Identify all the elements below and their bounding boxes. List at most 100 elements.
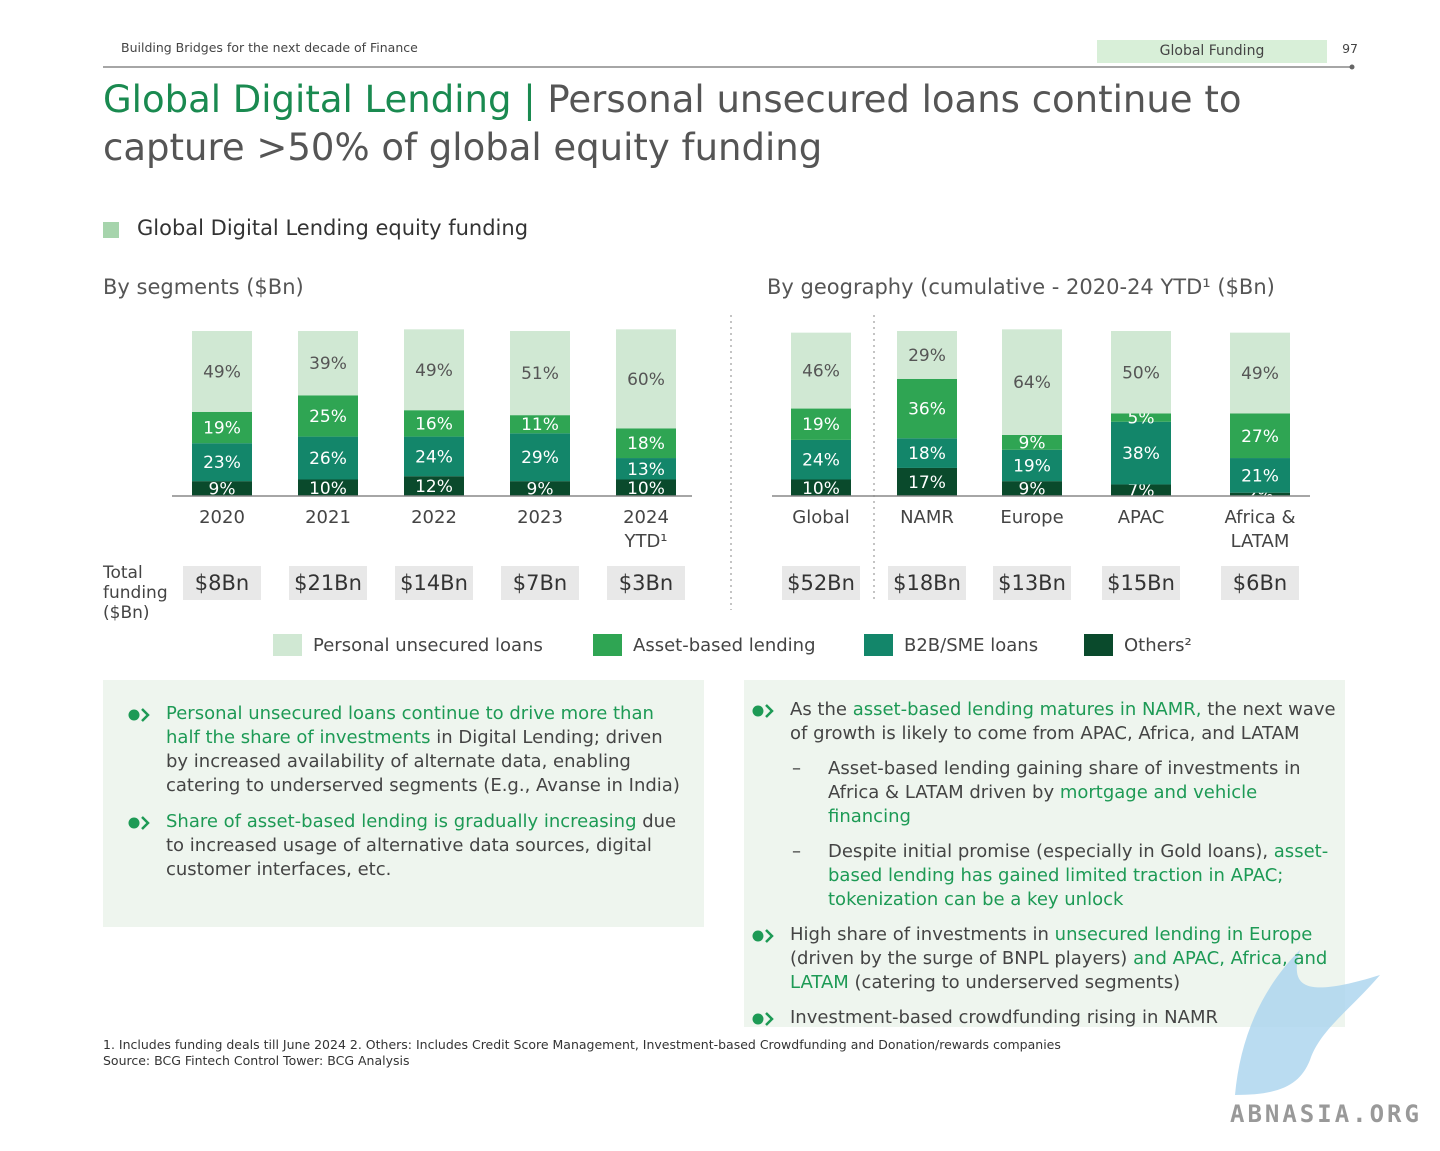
note-text: High share of investments in — [790, 924, 1055, 945]
data-label: 39% — [309, 354, 347, 374]
note-text: unsecured lending in Europe — [1054, 924, 1313, 945]
note: High share of investments in unsecured l… — [752, 923, 1340, 995]
bullet-dot — [128, 709, 140, 721]
data-label: 49% — [203, 362, 241, 382]
bar-segment — [510, 415, 570, 434]
bar-segment — [616, 329, 676, 429]
data-label: 64% — [1013, 373, 1051, 393]
bar-segment — [298, 479, 358, 496]
bar-segment — [897, 467, 957, 496]
data-label: 18% — [627, 434, 665, 454]
total-label: $7Bn — [513, 571, 567, 595]
data-label: 9% — [209, 480, 236, 500]
data-label: 24% — [802, 451, 840, 471]
bar-segment — [791, 479, 851, 496]
legend-label: Asset-based lending — [633, 635, 816, 656]
x-tick-label: Global — [792, 507, 850, 528]
total-label: $18Bn — [893, 571, 961, 595]
bar-segment — [616, 458, 676, 480]
subtitle-marker — [103, 222, 119, 238]
bar-segment — [1002, 449, 1062, 482]
total-box — [1102, 566, 1180, 600]
total-box — [183, 566, 261, 600]
title: Global Digital Lending | Personal unsecu… — [103, 76, 1363, 172]
note: Personal unsecured loans continue to dri… — [128, 702, 681, 798]
notes-left: Personal unsecured loans continue to dri… — [128, 702, 681, 894]
data-label: 12% — [415, 477, 453, 497]
data-label: 21% — [1241, 466, 1279, 486]
chart-title: By geography (cumulative - 2020-24 YTD¹ … — [767, 275, 1275, 299]
note: Investment-based crowdfunding rising in … — [752, 1006, 1340, 1030]
data-label: 11% — [521, 415, 559, 435]
total-box — [888, 566, 966, 600]
note-text: (driven by the surge of BNPL players) — [790, 948, 1134, 969]
note: – Despite initial promise (especially in … — [792, 840, 1340, 912]
total-label: $52Bn — [787, 571, 855, 595]
legend-swatch — [273, 634, 302, 656]
data-label: 19% — [203, 419, 241, 439]
note-text: in Digital Lending; driven by increased … — [166, 727, 680, 796]
note-text: Share of asset-based lending is graduall… — [166, 811, 637, 832]
bar-segment — [1230, 458, 1290, 493]
note-text: Asset-based lending gaining share of inv… — [828, 758, 1301, 803]
legend-swatch — [593, 634, 622, 656]
total-box — [501, 566, 579, 600]
total-box — [782, 566, 860, 600]
bullet-dot — [128, 817, 140, 829]
bullet-icon — [752, 929, 774, 943]
bar-segment — [1111, 421, 1171, 485]
bar-segment — [1002, 434, 1062, 450]
data-label: 50% — [1122, 363, 1160, 383]
bar-segment — [897, 331, 957, 379]
page-number: 97 — [1342, 41, 1358, 56]
x-tick-label: NAMR — [900, 507, 954, 528]
bullet-chevron — [765, 929, 774, 943]
data-label: 18% — [908, 444, 946, 464]
total-label: $3Bn — [619, 571, 673, 595]
data-label: 23% — [203, 453, 241, 473]
header-dot — [1349, 64, 1355, 70]
bullet-dot — [752, 705, 764, 717]
x-tick-label: 2020 — [199, 507, 245, 528]
data-label: 36% — [908, 400, 946, 420]
x-tick-label: 2023 — [517, 507, 563, 528]
bar-segment — [897, 438, 957, 468]
title-highlight: Global Digital Lending | — [103, 78, 536, 121]
bar-segment — [298, 436, 358, 480]
total-box — [993, 566, 1071, 600]
bullet-chevron — [765, 1012, 774, 1026]
bullet-icon — [752, 704, 774, 718]
bar-segment — [192, 443, 252, 482]
note-text: due to increased usage of alternative da… — [166, 811, 677, 880]
note-text: asset-based lending has gained limited t… — [828, 841, 1329, 910]
data-label: 27% — [1241, 427, 1279, 447]
note-text: Personal unsecured loans continue to dri… — [166, 703, 654, 748]
bullet-icon — [128, 708, 150, 722]
bullet-chevron — [141, 816, 150, 830]
bar-segment — [1230, 413, 1290, 459]
bar-segment — [616, 428, 676, 459]
bullet-chevron — [141, 708, 150, 722]
bullet-dot — [752, 1013, 764, 1025]
data-label: 25% — [309, 407, 347, 427]
data-label: 13% — [627, 460, 665, 480]
chart-title: By segments ($Bn) — [103, 275, 304, 299]
x-tick-label: 2022 — [411, 507, 457, 528]
bar-segment — [1111, 484, 1171, 496]
data-label: 16% — [415, 414, 453, 434]
total-label: $21Bn — [294, 571, 362, 595]
note-text: and APAC, Africa, and LATAM — [790, 948, 1328, 993]
legend-swatch — [864, 634, 893, 656]
note-text: asset-based lending matures in NAMR, — [852, 699, 1202, 720]
bar-segment — [298, 331, 358, 396]
note: Share of asset-based lending is graduall… — [128, 810, 681, 882]
totals-label: Total funding ($Bn) — [103, 563, 168, 623]
bar-segment — [404, 476, 464, 496]
data-label: 38% — [1122, 444, 1160, 464]
bullet-chevron — [765, 704, 774, 718]
bar-segment — [192, 481, 252, 496]
bar-segment — [192, 411, 252, 444]
data-label: 10% — [627, 479, 665, 499]
